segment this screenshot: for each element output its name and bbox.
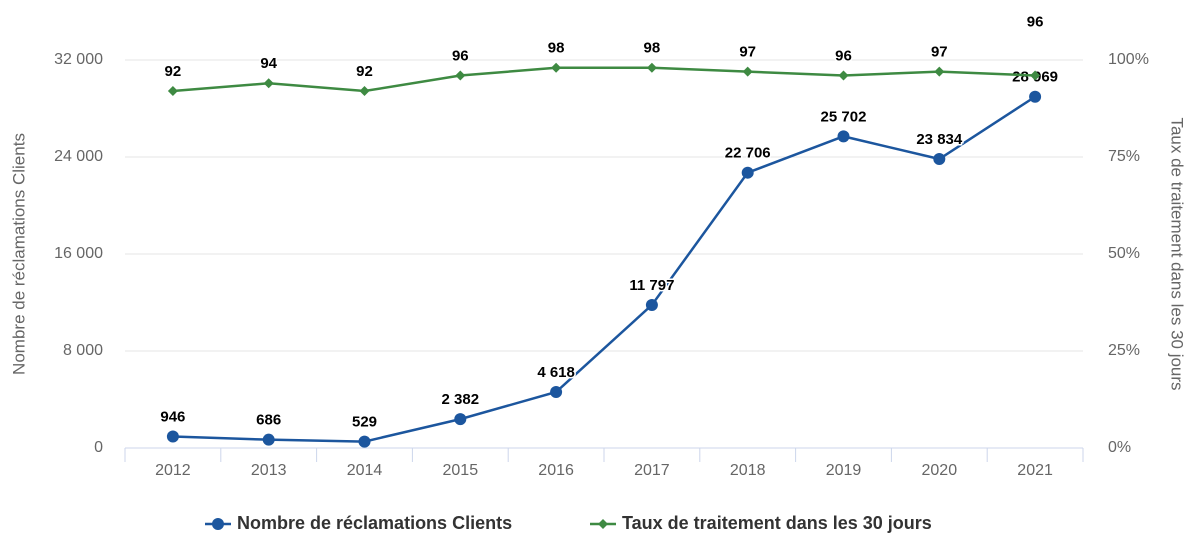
data-label: 25 702 (821, 108, 867, 125)
legend-marker (212, 518, 224, 530)
marker (262, 433, 275, 446)
data-label: 2 382 (442, 391, 480, 408)
marker (741, 166, 754, 179)
marker (646, 62, 657, 73)
legend-item[interactable]: Nombre de réclamations Clients (237, 513, 512, 533)
marker (359, 86, 370, 97)
marker (166, 430, 179, 443)
x-tick-label: 2015 (443, 462, 479, 479)
data-label: 94 (260, 55, 277, 72)
marker (263, 78, 274, 89)
series-line (172, 95, 1036, 443)
data-label: 92 (356, 63, 373, 80)
x-tick-label: 2013 (251, 462, 287, 479)
marker (934, 66, 945, 77)
data-label: 98 (548, 40, 565, 57)
data-label: 686 (256, 412, 281, 429)
marker (1030, 70, 1041, 81)
y-tick-label: 16 000 (54, 245, 103, 262)
marker (838, 70, 849, 81)
y2-tick-label: 100% (1108, 51, 1149, 68)
y2-tick-label: 0% (1108, 439, 1131, 456)
y2-tick-label: 50% (1108, 245, 1140, 262)
data-label: 11 797 (629, 277, 674, 294)
marker (550, 386, 563, 399)
data-label: 22 706 (725, 145, 771, 162)
data-label: 97 (739, 44, 756, 61)
x-tick-label: 2017 (634, 462, 670, 479)
data-label: 23 834 (916, 131, 963, 148)
marker (455, 70, 466, 81)
x-tick-label: 2020 (922, 462, 958, 479)
x-tick-label: 2021 (1017, 462, 1053, 479)
data-label: 946 (160, 408, 185, 425)
x-tick-label: 2018 (730, 462, 766, 479)
y2-tick-label: 25% (1108, 342, 1140, 359)
y-axis-title: Nombre de réclamations Clients (9, 133, 28, 375)
x-tick-label: 2016 (538, 462, 574, 479)
data-label: 96 (835, 47, 852, 64)
y2-tick-label: 75% (1108, 148, 1140, 165)
marker (837, 130, 850, 143)
data-label: 98 (644, 40, 661, 57)
x-tick-label: 2014 (347, 462, 383, 479)
y2-axis-title: Taux de traitement dans les 30 jours (1168, 117, 1187, 390)
legend-item[interactable]: Taux de traitement dans les 30 jours (622, 513, 932, 533)
marker (933, 153, 946, 166)
data-label: 96 (452, 47, 469, 64)
marker (454, 413, 467, 426)
data-label: 529 (352, 414, 377, 431)
y-tick-label: 24 000 (54, 148, 103, 165)
y-tick-label: 8 000 (63, 342, 103, 359)
marker (551, 62, 562, 73)
y-tick-label: 32 000 (54, 51, 103, 68)
marker (742, 66, 753, 77)
x-tick-label: 2012 (155, 462, 191, 479)
y-tick-label: 0 (94, 439, 103, 456)
data-label: 96 (1027, 13, 1044, 30)
marker (645, 298, 658, 311)
data-label: 4 618 (537, 364, 575, 381)
series-line (172, 66, 1036, 93)
data-label: 97 (931, 44, 948, 61)
marker (167, 86, 178, 97)
x-tick-label: 2019 (826, 462, 862, 479)
marker (1029, 90, 1042, 103)
data-label: 92 (165, 63, 182, 80)
marker (358, 435, 371, 448)
legend-marker (598, 519, 608, 529)
